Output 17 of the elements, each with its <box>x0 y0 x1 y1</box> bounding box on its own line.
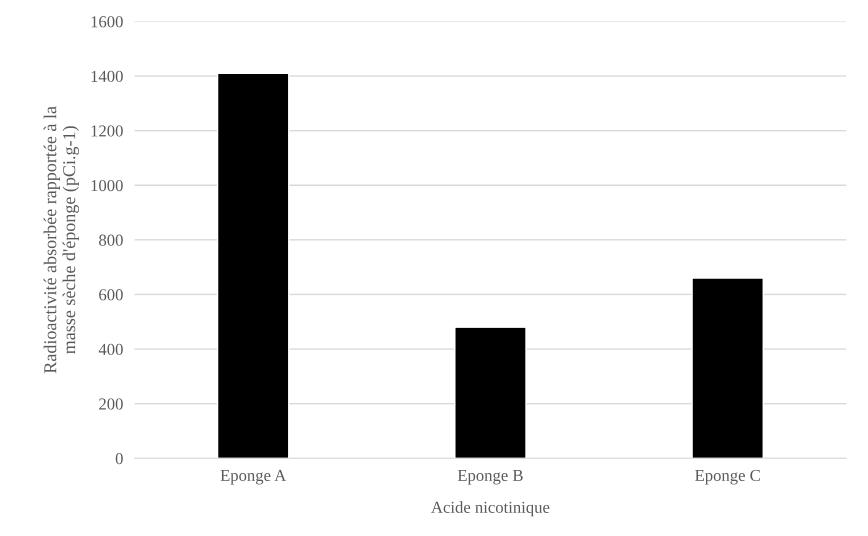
x-tick-label: Eponge C <box>695 470 760 485</box>
y-tick-label: 1000 <box>92 180 123 192</box>
y-tick-label: 1400 <box>92 70 123 82</box>
x-tick-label: Eponge A <box>220 470 286 485</box>
y-tick-label: 0 <box>116 452 123 464</box>
y-tick-label: 200 <box>99 398 123 410</box>
bar <box>216 72 290 458</box>
x-axis-title: Acide nicotinique <box>431 501 550 516</box>
y-tick-label: 1600 <box>92 16 123 28</box>
y-axis-title: Radioactivité absorbée rapportée à la masse sèche d'éponge (pCi.g-1) <box>44 106 79 374</box>
y-tick-label: 400 <box>98 344 123 356</box>
y-tick-label: 1200 <box>92 125 123 137</box>
bar <box>454 326 527 458</box>
y-tick-label: 600 <box>99 289 123 300</box>
y-tick-label: 800 <box>99 234 123 246</box>
x-tick-label: Eponge B <box>458 470 523 485</box>
bar <box>691 277 764 458</box>
